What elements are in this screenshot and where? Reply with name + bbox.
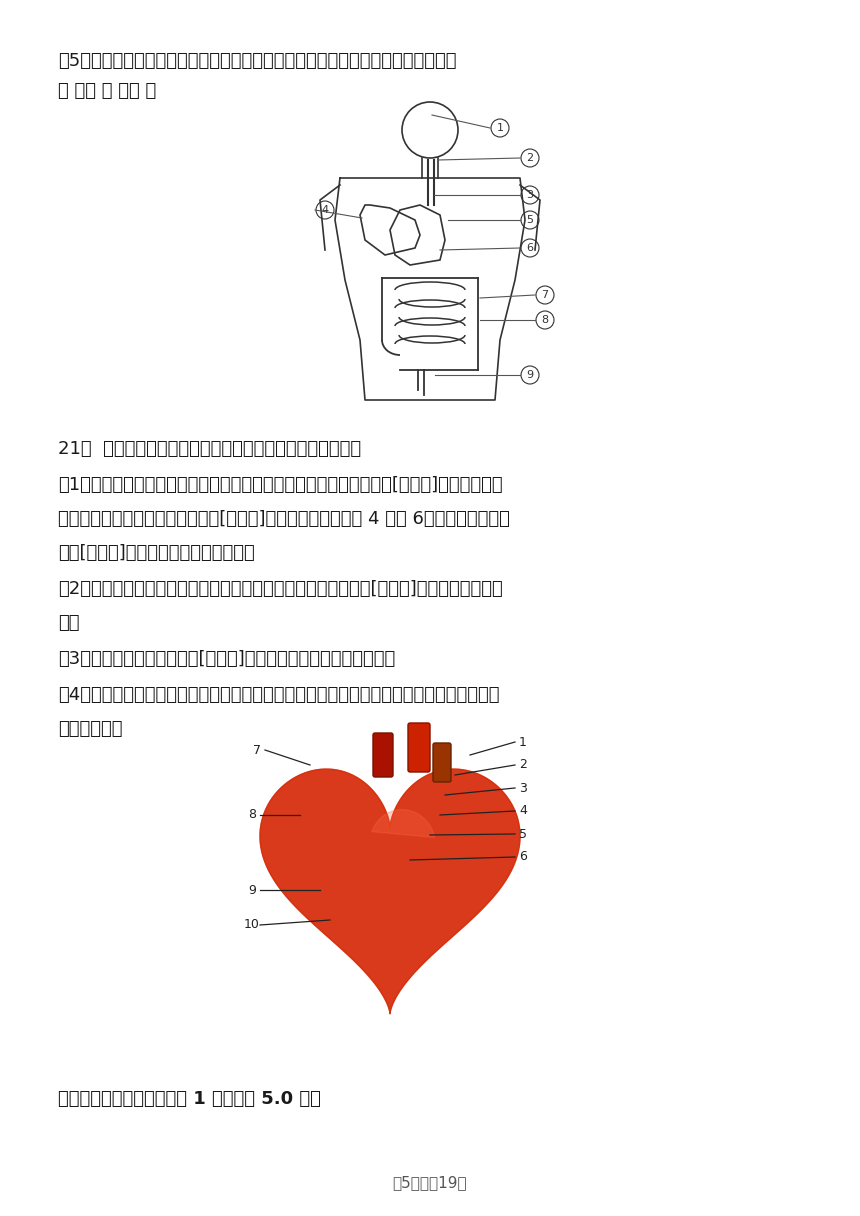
Text: 室相连的血管中，流着静脉血的是[＿＿＿]＿＿；心脏中血液由 4 流向 6，而不会倒流，是: 室相连的血管中，流着静脉血的是[＿＿＿]＿＿；心脏中血液由 4 流向 6，而不会… [58, 510, 510, 528]
Text: 1: 1 [519, 736, 527, 749]
Text: 是 ＿＿ 和 ＿＿ 。: 是 ＿＿ 和 ＿＿ 。 [58, 81, 157, 100]
Text: 6: 6 [526, 243, 533, 253]
Text: 21．  如图是人体心脏及所连血管的示意图。据图分析回答：: 21． 如图是人体心脏及所连血管的示意图。据图分析回答： [58, 440, 361, 458]
Text: （2）某同学患感冒，若手背静脉滴注药物，则该药物通过图中的[＿＿＿]＿＿＿最先到达心: （2）某同学患感冒，若手背静脉滴注药物，则该药物通过图中的[＿＿＿]＿＿＿最先到… [58, 580, 503, 598]
Text: 是＿＿＿＿。: 是＿＿＿＿。 [58, 720, 122, 738]
Text: 10: 10 [244, 918, 260, 931]
Text: （5）食物中的淀粉、蛋白质最终可以被消化成可被细胞吸收的营养成分，它们分别: （5）食物中的淀粉、蛋白质最终可以被消化成可被细胞吸收的营养成分，它们分别 [58, 52, 457, 71]
Text: 4: 4 [519, 805, 527, 817]
Text: 1: 1 [496, 123, 503, 133]
Text: 5: 5 [526, 215, 533, 225]
Text: （1）心脏由心肌构成，分为四个腔。从图中看出，心肌壁最厚的腔是[＿＿＿]＿＿＿；与心: （1）心脏由心肌构成，分为四个腔。从图中看出，心肌壁最厚的腔是[＿＿＿]＿＿＿；… [58, 475, 502, 494]
Text: 9: 9 [248, 884, 256, 896]
Text: 脏。: 脏。 [58, 614, 79, 632]
Text: 7: 7 [542, 289, 549, 300]
Text: 因为[＿＿＿]＿＿＿能够防止血液倒流。: 因为[＿＿＿]＿＿＿能够防止血液倒流。 [58, 544, 255, 562]
Text: 3: 3 [526, 190, 533, 199]
Text: 9: 9 [526, 370, 533, 379]
Text: 第5页，共19页: 第5页，共19页 [393, 1175, 467, 1190]
Polygon shape [372, 810, 434, 838]
Text: 5: 5 [519, 828, 527, 840]
FancyBboxPatch shape [408, 724, 430, 772]
Text: 三、实验探究题（本大题共 1 小题，共 5.0 分）: 三、实验探究题（本大题共 1 小题，共 5.0 分） [58, 1090, 321, 1108]
Text: 8: 8 [542, 315, 549, 325]
Text: 8: 8 [248, 809, 256, 822]
Text: 4: 4 [322, 206, 329, 215]
Text: （4）心脏为血液循环提供动力。在肺循环中，血液和肺泡进行气体交换后，血液性质的变化: （4）心脏为血液循环提供动力。在肺循环中，血液和肺泡进行气体交换后，血液性质的变… [58, 686, 500, 704]
Text: 2: 2 [519, 759, 527, 771]
FancyBboxPatch shape [433, 743, 451, 782]
Polygon shape [260, 769, 520, 1014]
FancyBboxPatch shape [373, 733, 393, 777]
Text: 2: 2 [526, 153, 533, 163]
Text: 7: 7 [253, 743, 261, 756]
Polygon shape [260, 769, 520, 1014]
Text: 3: 3 [519, 782, 527, 794]
Text: 6: 6 [519, 850, 527, 863]
Text: （3）与心房相连的血管中，[＿＿＿]＿＿＿内流的血液含氧量丰富。: （3）与心房相连的血管中，[＿＿＿]＿＿＿内流的血液含氧量丰富。 [58, 651, 396, 668]
